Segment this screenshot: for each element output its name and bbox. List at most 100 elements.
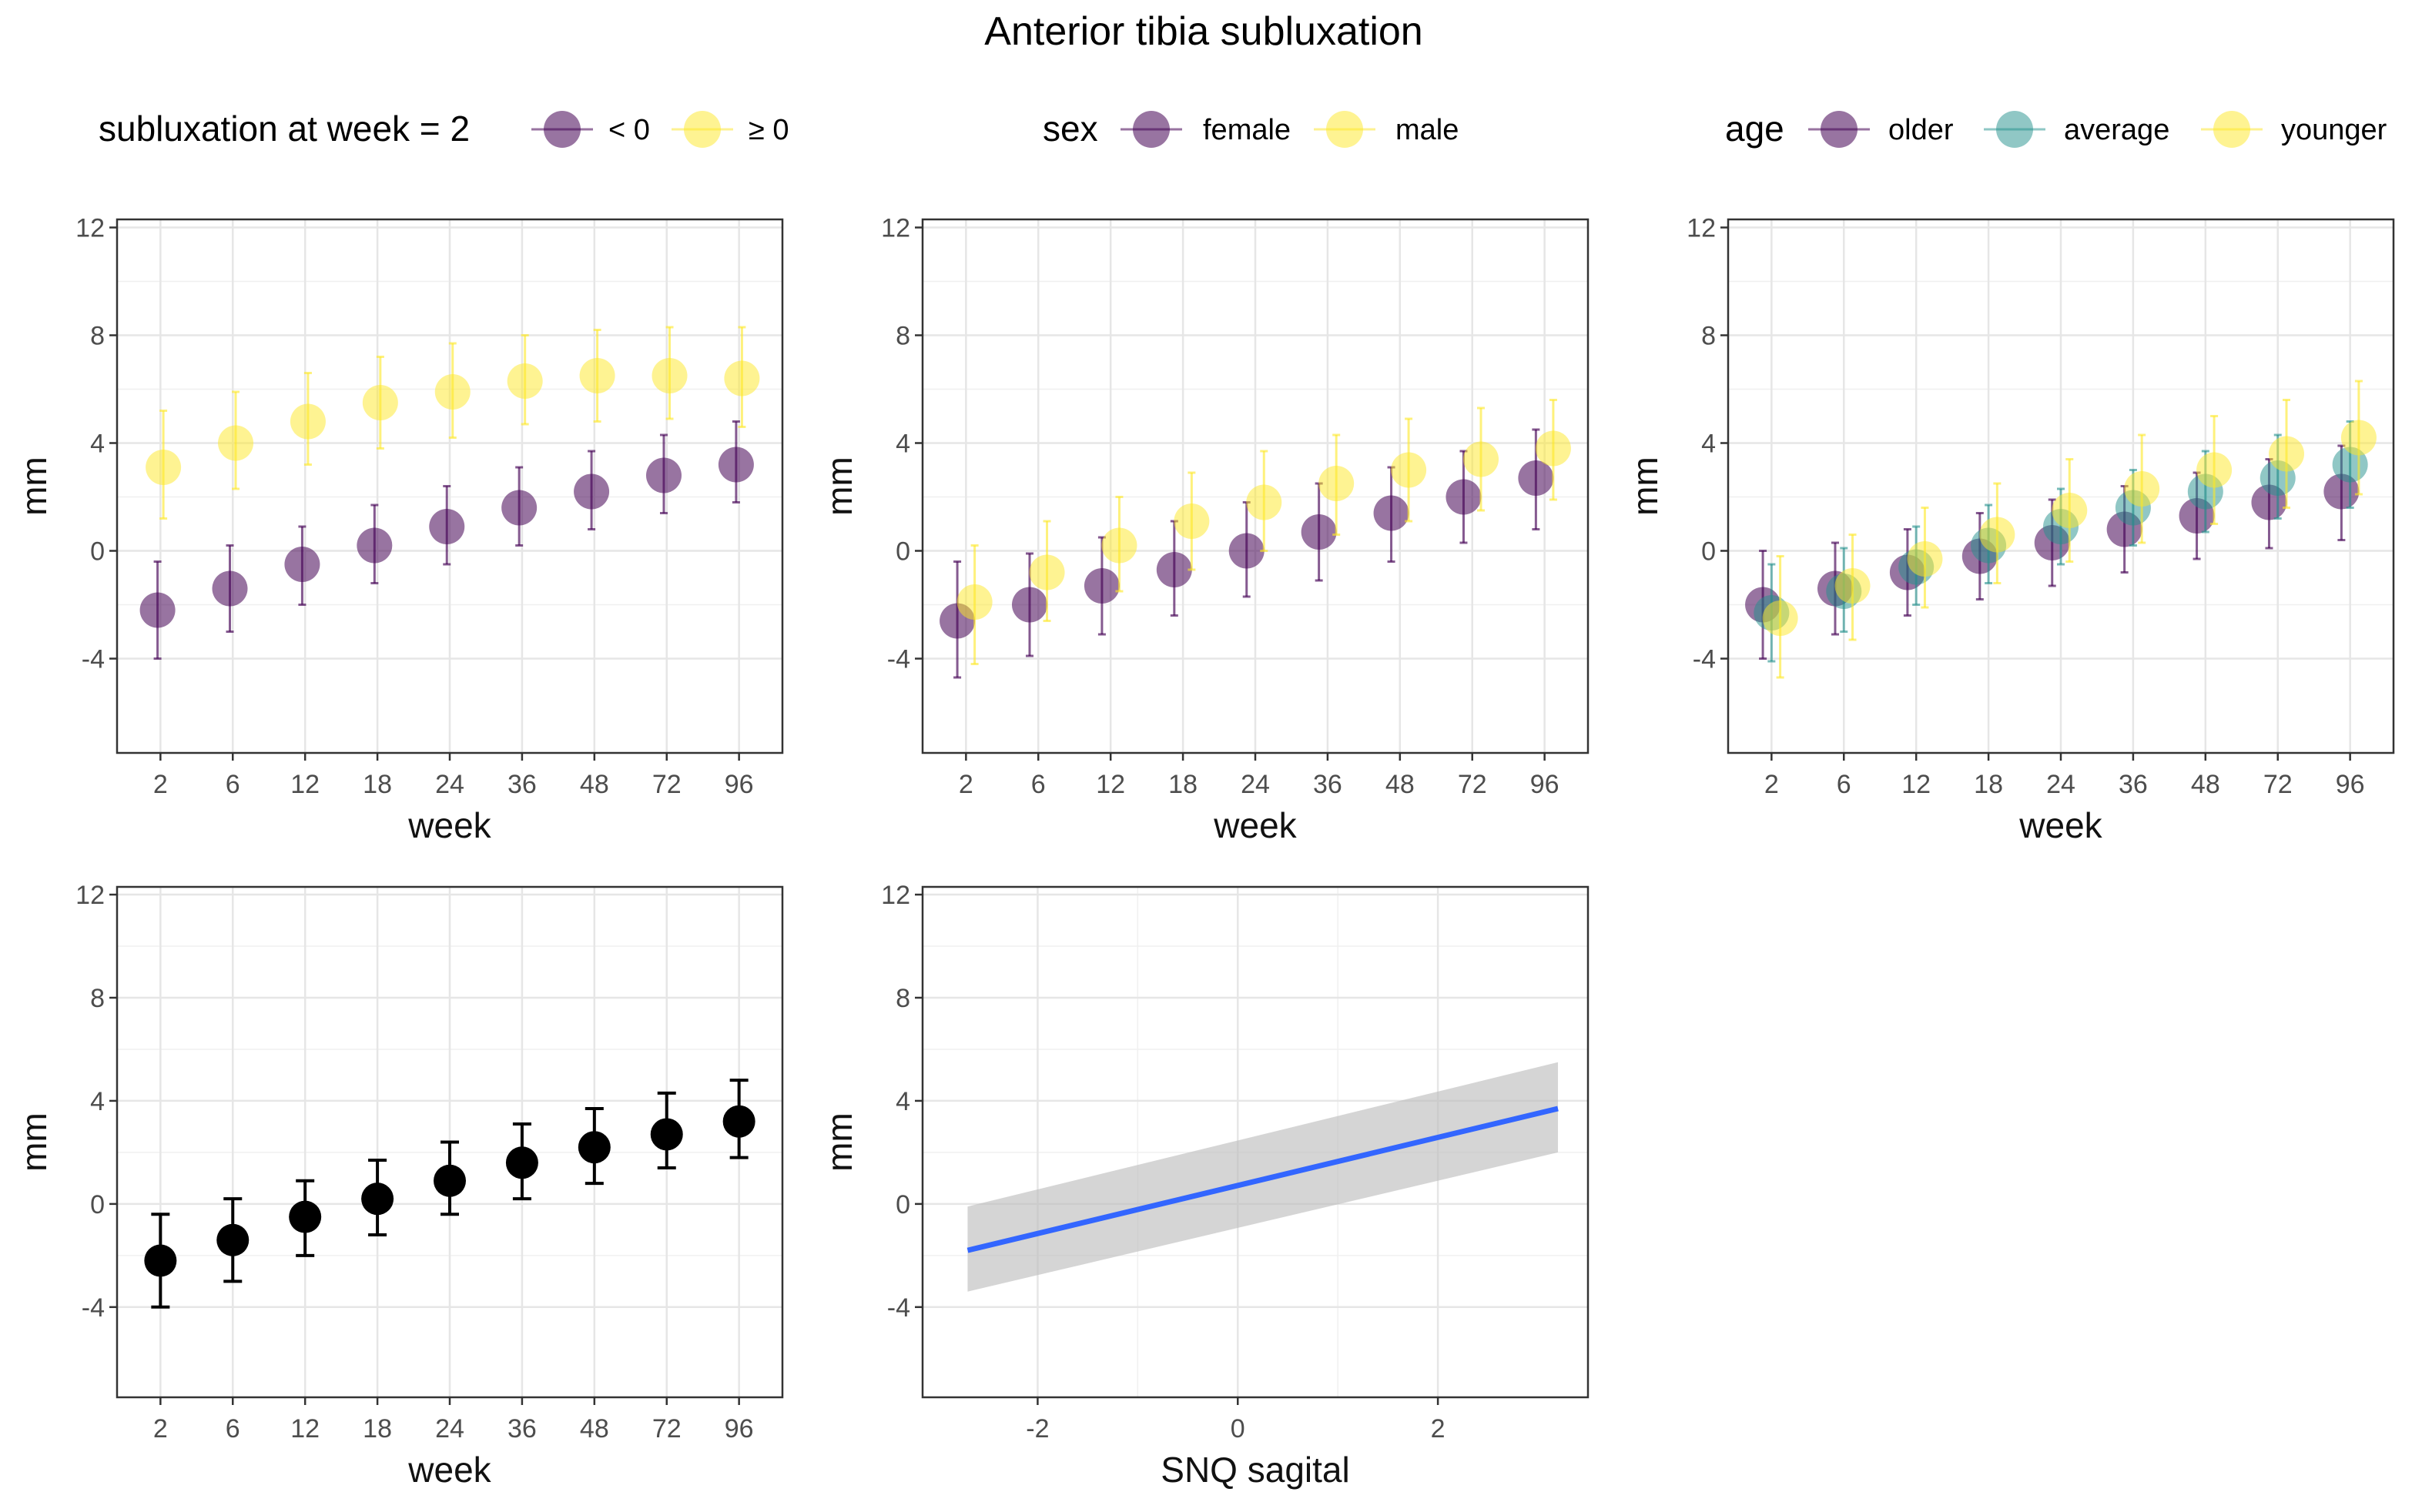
- y-tick-label: 4: [896, 1087, 910, 1116]
- data-point: [505, 1146, 538, 1179]
- x-tick-label: 12: [290, 1414, 320, 1443]
- x-tick-label: 2: [1764, 770, 1779, 799]
- x-tick-label: 24: [435, 770, 464, 799]
- x-tick-label: 36: [508, 770, 537, 799]
- x-tick-label: 2: [153, 770, 168, 799]
- y-tick-label: 12: [75, 881, 105, 910]
- data-point: [1463, 441, 1499, 477]
- data-point: [2052, 493, 2088, 528]
- data-point: [1156, 552, 1192, 587]
- y-axis-title: mm: [819, 1112, 859, 1172]
- data-point: [357, 527, 393, 564]
- x-tick-label: 72: [652, 770, 682, 799]
- data-point: [1762, 600, 1798, 636]
- data-point: [146, 450, 182, 485]
- legend-label-male: male: [1395, 114, 1459, 146]
- y-tick-label: 0: [1701, 537, 1716, 567]
- data-point: [1246, 484, 1282, 520]
- data-point: [1373, 495, 1409, 531]
- y-tick-label: 4: [90, 430, 105, 459]
- y-tick-label: -4: [887, 1293, 910, 1323]
- legend-key-lt0: [531, 111, 593, 148]
- x-tick-label: 2: [959, 770, 973, 799]
- y-tick-label: 0: [90, 1190, 105, 1219]
- x-tick-label: 48: [1385, 770, 1415, 799]
- data-point: [1907, 541, 1943, 577]
- y-tick-label: 12: [1687, 214, 1716, 243]
- data-point: [290, 403, 326, 440]
- data-point: [574, 473, 610, 510]
- x-tick-label: 24: [1241, 770, 1270, 799]
- data-point: [218, 425, 254, 461]
- x-tick-label: 6: [226, 1414, 240, 1443]
- series-younger: [1762, 380, 2377, 679]
- x-tick-label: 6: [1837, 770, 1851, 799]
- x-tick-label: 6: [1031, 770, 1046, 799]
- legend-label-lt0: < 0: [608, 114, 650, 146]
- x-axis-title: week: [407, 805, 491, 845]
- legend-title-subluxation: subluxation at week = 2: [99, 109, 470, 149]
- data-point: [645, 457, 682, 493]
- data-point: [578, 1131, 611, 1164]
- regression-line: [966, 1106, 1559, 1253]
- data-point: [2124, 471, 2160, 507]
- x-tick-label: 0: [1231, 1414, 1245, 1443]
- x-tick-label: 96: [725, 1414, 754, 1443]
- y-tick-label: -4: [887, 645, 910, 674]
- legend-age: age older average younger: [1725, 109, 2387, 149]
- legend-label-younger: younger: [2281, 114, 2387, 146]
- y-tick-label: 12: [75, 214, 105, 243]
- y-tick-label: 0: [896, 537, 910, 567]
- data-point: [1518, 460, 1554, 496]
- x-tick-label: 72: [652, 1414, 682, 1443]
- data-point: [1029, 554, 1065, 590]
- data-point: [2340, 420, 2377, 456]
- data-point: [718, 447, 754, 483]
- data-point: [1084, 568, 1120, 604]
- legend-title-age: age: [1725, 109, 1784, 149]
- x-tick-label: 24: [435, 1414, 464, 1443]
- data-point: [1834, 568, 1871, 604]
- legend-key-ge0: [672, 111, 733, 148]
- y-tick-label: -4: [82, 645, 105, 674]
- data-point: [289, 1200, 322, 1233]
- legend-key-older: [1808, 111, 1870, 148]
- x-axis-title: week: [1213, 805, 1297, 845]
- figure-title: Anterior tibia subluxation: [984, 9, 1422, 54]
- data-point: [284, 547, 320, 582]
- y-tick-label: -4: [82, 1293, 105, 1323]
- data-point: [1535, 430, 1571, 467]
- data-point: [2269, 436, 2305, 472]
- x-tick-label: 48: [2191, 770, 2220, 799]
- series-overall: [144, 1079, 755, 1309]
- x-axis-title: week: [2018, 805, 2102, 845]
- legend-label-ge0: ≥ 0: [749, 114, 789, 146]
- data-point: [1101, 527, 1137, 564]
- y-tick-label: 4: [896, 430, 910, 459]
- x-tick-label: 6: [226, 770, 240, 799]
- data-point: [212, 570, 248, 607]
- y-tick-label: 8: [1701, 322, 1716, 351]
- x-tick-label: 2: [153, 1414, 168, 1443]
- legend-key-female: [1121, 111, 1182, 148]
- legend-key-younger: [2201, 111, 2263, 148]
- x-tick-label: 24: [2046, 770, 2075, 799]
- legend-label-female: female: [1203, 114, 1291, 146]
- data-point: [434, 374, 471, 410]
- x-tick-label: 36: [2119, 770, 2148, 799]
- series-male: [956, 399, 1571, 665]
- x-tick-label: 12: [1901, 770, 1931, 799]
- y-tick-label: 4: [90, 1087, 105, 1116]
- x-tick-label: 18: [1168, 770, 1198, 799]
- x-tick-label: 72: [2263, 770, 2293, 799]
- y-tick-label: 0: [90, 537, 105, 567]
- data-point: [724, 360, 760, 396]
- data-point: [2196, 452, 2233, 488]
- x-tick-label: 2: [1431, 1414, 1445, 1443]
- x-tick-label: 12: [290, 770, 320, 799]
- data-point: [1174, 503, 1210, 539]
